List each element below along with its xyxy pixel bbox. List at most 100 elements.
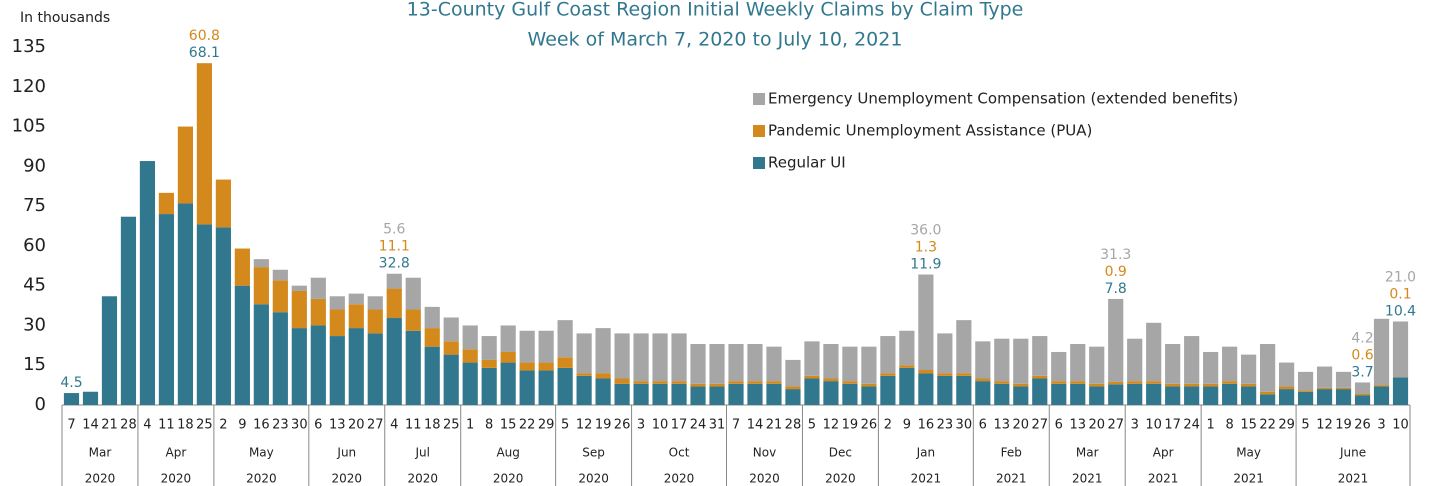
bar-segment <box>747 383 763 405</box>
month-label: May <box>1236 446 1261 460</box>
bar-segment <box>823 378 839 382</box>
data-label: 7.8 <box>1105 281 1127 297</box>
year-label: 2020 <box>578 472 609 486</box>
bar-segment <box>253 259 269 268</box>
x-tick-label: 12 <box>1316 418 1333 433</box>
x-tick-label: 18 <box>177 418 194 433</box>
bar-segment <box>158 214 175 405</box>
bar-segment <box>1373 385 1390 387</box>
bar-segment <box>462 349 478 363</box>
bar-segment <box>1013 383 1029 387</box>
bar-segment <box>1108 298 1124 382</box>
bar-segment <box>1032 375 1048 379</box>
bar-segment <box>842 383 858 405</box>
bar-segment <box>804 341 820 376</box>
month-label: Mar <box>1076 446 1099 460</box>
bar-segment <box>918 369 934 374</box>
bar-segment <box>538 330 554 363</box>
bar-segment <box>1165 383 1181 387</box>
bar-segment <box>1127 381 1143 384</box>
chart-subtitle: Week of March 7, 2020 to July 10, 2021 <box>528 29 903 51</box>
bar-segment <box>101 296 118 405</box>
bar-segment <box>975 341 991 379</box>
x-tick-label: 21 <box>766 418 783 433</box>
x-tick-label: 10 <box>1392 418 1409 433</box>
year-label: 2020 <box>246 472 277 486</box>
bar-segment <box>690 386 706 405</box>
bar-segment <box>443 354 459 405</box>
bar-segment <box>956 320 972 374</box>
bar-segment <box>424 306 440 329</box>
month-label: Dec <box>829 446 852 460</box>
bar-segment <box>348 328 364 405</box>
x-tick-label: 20 <box>1013 418 1030 433</box>
year-label: 2020 <box>749 472 780 486</box>
x-tick-label: 3 <box>1377 418 1385 433</box>
x-tick-label: 31 <box>709 418 726 433</box>
x-tick-label: 20 <box>348 418 365 433</box>
bar-segment <box>519 330 535 363</box>
bar-segment <box>424 328 440 347</box>
month-label: Apr <box>166 446 187 460</box>
x-tick-label: 6 <box>314 418 322 433</box>
bar-segment <box>1278 386 1295 390</box>
bar-segment <box>538 362 554 371</box>
bar-segment <box>234 285 250 405</box>
x-tick-label: 16 <box>918 418 935 433</box>
bar-segment <box>1297 391 1314 405</box>
bar-segment <box>1051 381 1067 384</box>
month-label: Nov <box>753 446 776 460</box>
month-label: Aug <box>496 446 519 460</box>
y-tick-label: 105 <box>12 116 46 137</box>
bar-segment <box>880 373 896 376</box>
bar-segment <box>386 288 402 319</box>
data-label: 11.1 <box>379 239 410 255</box>
bar-segment <box>1373 386 1390 405</box>
x-tick-label: 27 <box>367 418 384 433</box>
bar-segment <box>690 344 706 384</box>
year-label: 2020 <box>493 472 524 486</box>
bar-segment <box>766 383 782 405</box>
data-label: 32.8 <box>379 256 410 272</box>
bar-segment <box>861 386 877 405</box>
bar-segment <box>367 333 383 405</box>
bar-segment <box>481 336 497 360</box>
bar-segment <box>291 285 307 291</box>
x-tick-label: 28 <box>785 418 802 433</box>
bar-segment <box>1335 387 1352 390</box>
x-tick-label: 9 <box>238 418 246 433</box>
x-tick-label: 25 <box>196 418 213 433</box>
legend-swatch <box>753 157 765 169</box>
bar-segment <box>728 383 744 405</box>
bar-segment <box>481 359 497 368</box>
year-label: 2021 <box>1148 472 1179 486</box>
x-tick-label: 8 <box>1225 418 1233 433</box>
bar-segment <box>272 269 288 281</box>
bar-segment <box>899 367 915 405</box>
bar-segment <box>1146 383 1162 405</box>
month-label: Oct <box>669 446 690 460</box>
bar-segment <box>785 359 801 387</box>
x-tick-label: 17 <box>1164 418 1181 433</box>
bar-segment <box>1203 386 1219 405</box>
data-label: 36.0 <box>910 223 941 239</box>
bar-segment <box>937 373 953 376</box>
data-label: 11.9 <box>910 257 941 273</box>
month-label: Jan <box>916 446 936 460</box>
y-tick-label: 75 <box>23 195 46 216</box>
x-tick-label: 17 <box>671 418 688 433</box>
bar-segment <box>614 378 630 384</box>
bar-segment <box>709 386 725 405</box>
bar-segment <box>1241 386 1257 405</box>
x-tick-label: 25 <box>443 418 460 433</box>
bar-segment <box>880 336 896 374</box>
bar-segment <box>519 362 535 371</box>
x-tick-label: 28 <box>120 418 137 433</box>
legend-label: Emergency Unemployment Compensation (ext… <box>768 90 1238 108</box>
x-tick-label: 29 <box>538 418 555 433</box>
bar-segment <box>1222 381 1238 384</box>
bar-segment <box>1373 318 1390 386</box>
x-tick-label: 15 <box>1240 418 1257 433</box>
x-tick-label: 5 <box>808 418 816 433</box>
